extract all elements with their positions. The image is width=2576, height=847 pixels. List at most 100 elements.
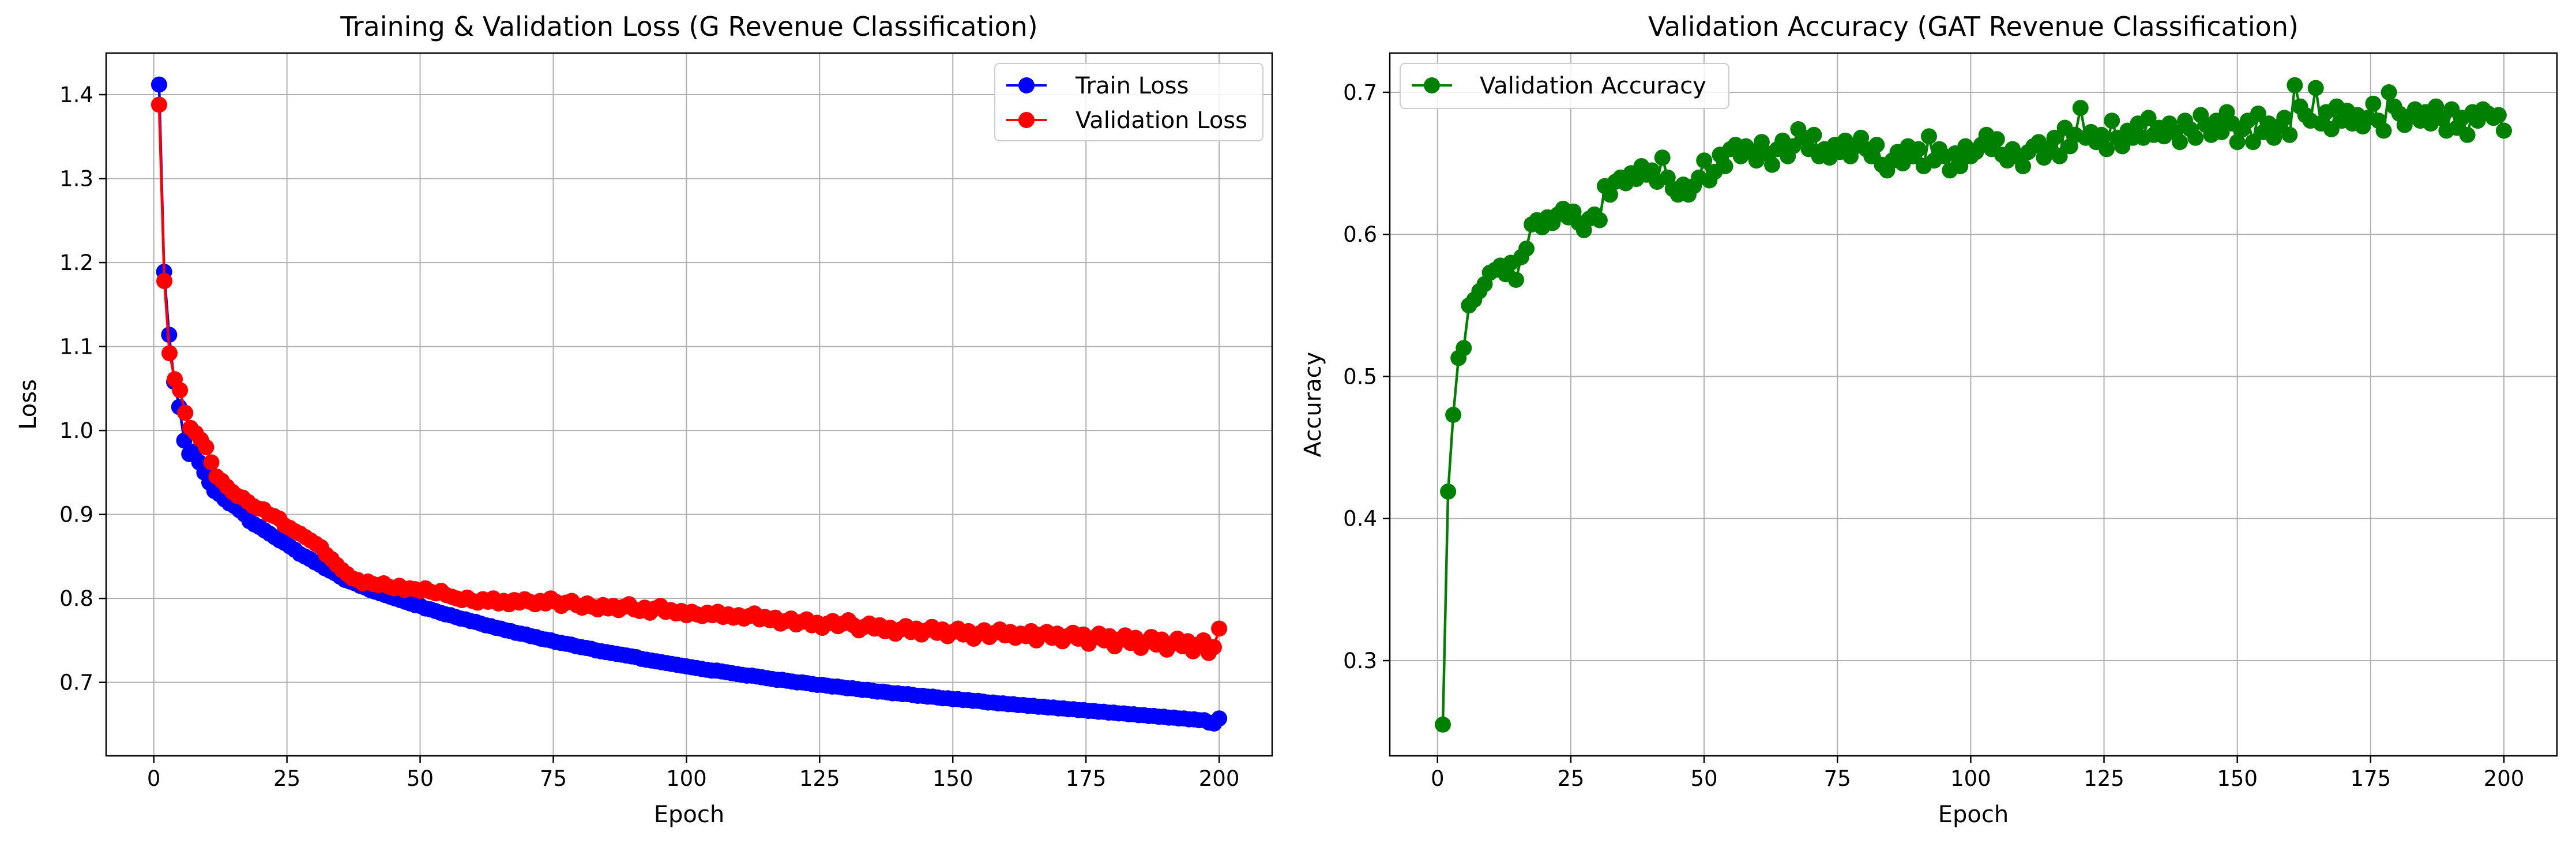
data-point-validation-accuracy <box>2287 77 2303 93</box>
data-point-validation-accuracy <box>1910 141 1927 158</box>
data-point-validation-accuracy <box>1445 407 1462 423</box>
data-point-train-loss <box>1211 710 1228 727</box>
x-tick-label: 175 <box>1066 766 1107 791</box>
x-tick-label: 100 <box>1950 766 1991 791</box>
data-point-validation-accuracy <box>1456 340 1472 357</box>
data-point-validation-loss <box>203 454 220 471</box>
x-tick-label: 25 <box>273 766 300 791</box>
data-point-validation-loss <box>177 404 194 421</box>
data-point-validation-loss <box>161 345 178 362</box>
y-tick-label: 0.7 <box>59 670 93 695</box>
x-tick-label: 200 <box>2484 766 2525 791</box>
y-tick-label: 0.9 <box>59 503 93 527</box>
x-tick-label: 150 <box>2217 766 2258 791</box>
data-point-validation-accuracy <box>2015 158 2032 174</box>
x-tick-label: 150 <box>932 766 973 791</box>
data-point-validation-accuracy <box>2244 134 2261 151</box>
legend: Validation Accuracy <box>1400 63 1729 109</box>
legend-marker-train-loss <box>1018 77 1035 93</box>
data-point-validation-loss <box>1211 620 1228 637</box>
data-point-validation-accuracy <box>2104 113 2120 129</box>
data-point-validation-accuracy <box>2276 110 2293 126</box>
y-tick-label: 1.0 <box>59 418 93 443</box>
plot-frame <box>105 52 1273 757</box>
data-point-validation-accuracy <box>2281 126 2298 143</box>
data-point-validation-accuracy <box>1602 186 1618 203</box>
data-point-validation-accuracy <box>1988 131 2005 148</box>
data-point-validation-accuracy <box>2250 105 2266 122</box>
y-tick-label: 0.6 <box>1343 222 1377 247</box>
data-point-validation-accuracy <box>1654 149 1671 166</box>
data-point-validation-accuracy <box>2381 84 2397 100</box>
y-axis-label: Accuracy <box>1300 352 1326 458</box>
plot-frame <box>1389 52 2558 757</box>
data-point-validation-accuracy <box>1591 212 1608 228</box>
data-point-validation-accuracy <box>2099 141 2115 158</box>
y-tick-label: 0.5 <box>1343 364 1377 389</box>
data-point-validation-accuracy <box>2187 129 2204 146</box>
data-point-validation-accuracy <box>2459 126 2476 143</box>
legend-box <box>1400 63 1729 109</box>
y-tick-label: 0.8 <box>59 586 93 611</box>
data-point-validation-accuracy <box>2496 122 2512 139</box>
data-point-validation-accuracy <box>1518 240 1535 257</box>
legend-label-validation-accuracy: Validation Accuracy <box>1480 73 1706 99</box>
data-point-validation-accuracy <box>2072 100 2089 117</box>
chart-title: Training & Validation Loss (G Revenue Cl… <box>340 11 1037 42</box>
data-point-validation-accuracy <box>2051 148 2068 164</box>
x-tick-label: 25 <box>1557 766 1584 791</box>
x-tick-label: 100 <box>666 766 707 791</box>
x-axis-label: Epoch <box>1938 801 2009 828</box>
data-point-validation-loss <box>151 96 167 113</box>
data-point-validation-accuracy <box>1696 152 1713 169</box>
data-point-validation-loss <box>172 382 189 399</box>
data-point-validation-accuracy <box>2172 134 2188 151</box>
y-tick-label: 1.3 <box>59 167 93 192</box>
data-point-validation-accuracy <box>1435 716 1451 733</box>
x-tick-label: 50 <box>407 766 434 791</box>
data-point-validation-accuracy <box>1921 128 1937 145</box>
legend-marker-validation-accuracy <box>1424 77 1440 93</box>
x-tick-label: 175 <box>2351 766 2391 791</box>
legend-box <box>994 63 1263 141</box>
legend-marker-validation-loss <box>1018 112 1035 128</box>
x-tick-label: 125 <box>2084 766 2124 791</box>
y-tick-label: 1.2 <box>59 250 93 275</box>
y-tick-label: 0.4 <box>1343 507 1377 531</box>
x-tick-label: 50 <box>1691 766 1718 791</box>
chart-title: Validation Accuracy (GAT Revenue Classif… <box>1648 11 2299 42</box>
legend-label-validation-loss: Validation Loss <box>1075 107 1247 134</box>
x-axis-label: Epoch <box>654 801 724 828</box>
x-tick-label: 0 <box>1431 766 1445 791</box>
series-layer <box>1435 77 2512 733</box>
data-point-validation-loss <box>156 273 172 290</box>
loss-chart: Training & Validation Loss (G Revenue Cl… <box>15 11 1273 828</box>
data-point-validation-accuracy <box>1717 158 1733 174</box>
data-point-validation-accuracy <box>2490 107 2507 123</box>
x-tick-label: 200 <box>1199 766 1240 791</box>
x-tick-label: 75 <box>1824 766 1851 791</box>
y-tick-label: 1.1 <box>59 335 93 359</box>
data-point-validation-accuracy <box>1806 126 1822 143</box>
x-tick-label: 125 <box>799 766 840 791</box>
data-point-train-loss <box>151 76 167 93</box>
ticks: 0 25 50 75 100 125 150 175 200 0.3 0.4 0.5 0.6 0.7 <box>1343 80 2524 791</box>
data-point-validation-loss <box>198 439 215 456</box>
x-tick-label: 0 <box>147 766 161 791</box>
data-point-validation-accuracy <box>2365 95 2382 112</box>
series-layer <box>151 76 1228 732</box>
data-point-validation-accuracy <box>2375 122 2392 139</box>
y-tick-label: 0.3 <box>1343 649 1377 673</box>
data-point-validation-accuracy <box>1868 137 1885 153</box>
data-point-train-loss <box>176 432 193 449</box>
y-tick-label: 1.4 <box>59 83 93 107</box>
data-point-validation-accuracy <box>1764 156 1780 173</box>
legend-label-train-loss: Train Loss <box>1075 73 1189 99</box>
data-point-validation-loss <box>1206 639 1222 655</box>
data-point-validation-accuracy <box>2046 129 2063 146</box>
accuracy-chart: Validation Accuracy (GAT Revenue Classif… <box>1300 11 2558 828</box>
legend: Train Loss Validation Loss <box>994 63 1263 141</box>
y-tick-label: 0.7 <box>1343 80 1377 105</box>
data-point-validation-accuracy <box>2229 134 2246 151</box>
